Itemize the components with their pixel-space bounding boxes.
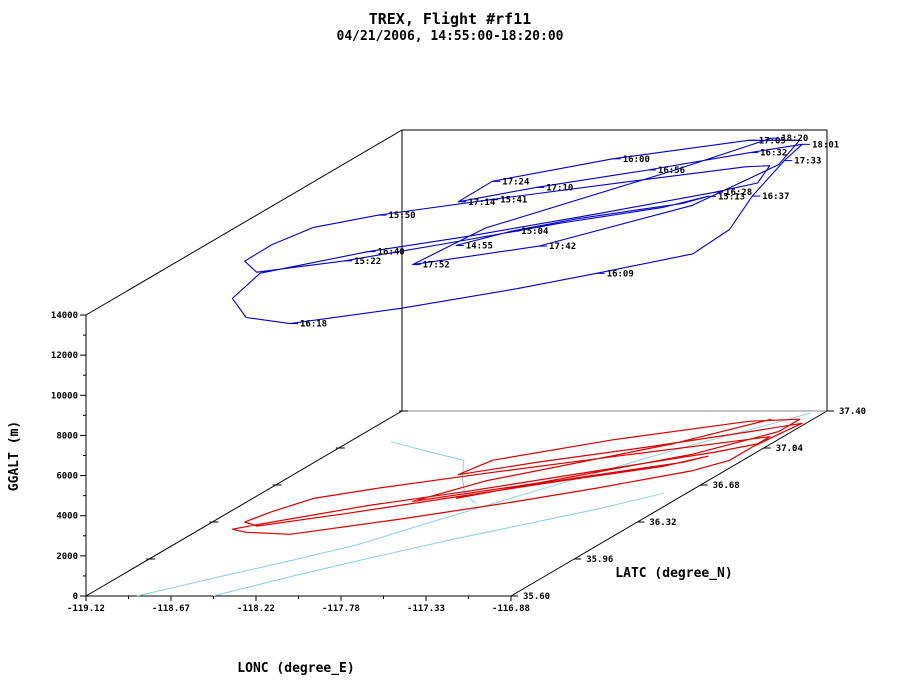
time-label: 16:40 — [378, 248, 405, 258]
time-label: 15:41 — [500, 196, 527, 206]
time-label: 17:24 — [502, 177, 530, 187]
x-axis-ticks: -119.12 -118.67 -118.22 -117.78 -117.33 -116.… — [67, 596, 530, 614]
time-label: 17:33 — [794, 157, 821, 167]
y-tick-label: 36.68 — [713, 481, 740, 491]
time-label: 16:09 — [607, 269, 634, 279]
x-tick-label: -117.78 — [322, 604, 360, 614]
terrain-line — [137, 412, 811, 597]
time-label: 18:01 — [812, 140, 839, 150]
time-label: 16:32 — [760, 149, 787, 159]
y-tick-label: 37.04 — [776, 444, 804, 454]
z-tick-label: 4000 — [56, 512, 78, 522]
z-tick-label: 12000 — [51, 351, 78, 361]
x-tick-label: -119.12 — [67, 604, 105, 614]
x-axis-title: LONC (degree_E) — [237, 661, 354, 676]
chart-subtitle: 04/21/2006, 14:55:00-18:20:00 — [337, 29, 564, 44]
flight-track — [231, 137, 803, 325]
time-labels: 14:55 15:04 15:13 15:22 15:50 15:41 16:28 16:40… — [289, 134, 839, 330]
time-label: 17:10 — [546, 183, 573, 193]
time-label: 14:55 — [466, 241, 493, 251]
time-label: 17:52 — [423, 261, 450, 271]
time-label: 17:42 — [549, 242, 576, 252]
terrain-line — [212, 492, 664, 597]
ground-track-line — [231, 418, 803, 535]
time-label: 15:50 — [388, 211, 415, 221]
z-tick-label: 8000 — [56, 431, 78, 441]
time-label: 16:28 — [725, 188, 752, 198]
time-label: 16:56 — [658, 166, 685, 176]
x-tick-label: -118.67 — [152, 604, 190, 614]
y-axis-ticks: 35.60 35.96 36.32 36.68 37.04 37.40 — [83, 407, 866, 602]
z-tick-label: 14000 — [51, 311, 78, 321]
time-label: 16:37 — [762, 192, 789, 202]
plot-box-frame — [85, 129, 828, 597]
x-tick-label: -118.22 — [237, 604, 275, 614]
time-label: 16:18 — [300, 320, 327, 330]
chart-title: TREX, Flight #rf11 — [369, 10, 532, 28]
y-tick-label: 36.32 — [649, 518, 676, 528]
time-label: 17:14 — [468, 198, 496, 208]
top-left-edge — [85, 129, 403, 316]
y-tick-label: 35.60 — [523, 592, 550, 602]
x-tick-label: -116.88 — [492, 604, 530, 614]
z-axis-title: GGALT (m) — [7, 421, 22, 491]
z-tick-label: 2000 — [56, 552, 78, 562]
time-label: 15:04 — [521, 227, 549, 237]
x-tick-label: -117.33 — [407, 604, 445, 614]
y-tick-label: 35.96 — [586, 555, 613, 565]
time-label: 16:00 — [623, 155, 650, 165]
z-axis-ticks: 0 2000 4000 6000 8000 10000 12000 14000 — [51, 311, 86, 602]
time-label: 15:13 — [718, 192, 745, 202]
flight-track-line — [231, 137, 803, 325]
z-tick-label: 0 — [73, 592, 78, 602]
time-label: 17:05 — [759, 136, 786, 146]
z-tick-label: 6000 — [56, 472, 78, 482]
floor-left-edge — [85, 410, 403, 597]
z-tick-label: 10000 — [51, 391, 78, 401]
ground-track — [231, 418, 803, 535]
time-label: 18:20 — [781, 134, 808, 144]
y-axis-title: LATC (degree_N) — [615, 566, 732, 581]
floor-right-edge — [510, 410, 828, 597]
y-tick-label: 37.40 — [839, 407, 866, 417]
time-label: 15:22 — [354, 257, 381, 267]
